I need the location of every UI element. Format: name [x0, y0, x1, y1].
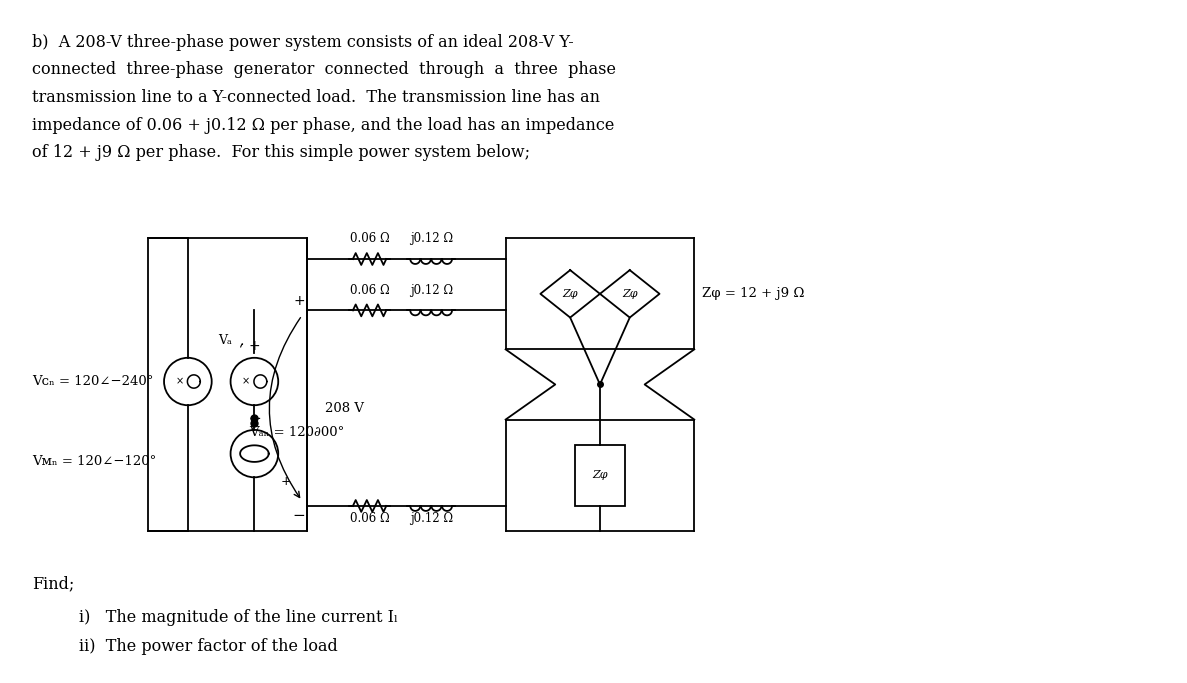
Text: Zφ: Zφ [592, 470, 608, 480]
Text: b)  A 208-V three-phase power system consists of an ideal 208-V Y-: b) A 208-V three-phase power system cons… [32, 33, 573, 51]
Text: Vᴄₙ = 120∠−240°: Vᴄₙ = 120∠−240° [32, 375, 153, 388]
Text: impedance of 0.06 + j0.12 Ω per phase, and the load has an impedance: impedance of 0.06 + j0.12 Ω per phase, a… [32, 117, 615, 134]
Bar [148, 238, 307, 531]
Text: Vₐ: Vₐ [217, 333, 231, 346]
Text: i)   The magnitude of the line current Iₗ: i) The magnitude of the line current Iₗ [78, 609, 398, 626]
Text: 208 V: 208 V [325, 402, 364, 415]
Text: ×: × [242, 376, 250, 387]
Text: ii)  The power factor of the load: ii) The power factor of the load [78, 639, 337, 655]
Text: Zφ: Zφ [563, 289, 578, 299]
Text: j0.12 Ω: j0.12 Ω [410, 512, 452, 525]
Text: of 12 + j9 Ω per phase.  For this simple power system below;: of 12 + j9 Ω per phase. For this simple … [32, 144, 531, 161]
Text: transmission line to a Y-connected load.  The transmission line has an: transmission line to a Y-connected load.… [32, 89, 599, 106]
Text: −: − [248, 411, 261, 426]
Text: −: − [293, 508, 305, 523]
Text: 0.06 Ω: 0.06 Ω [350, 512, 389, 525]
Text: Zφ = 12 + j9 Ω: Zφ = 12 + j9 Ω [703, 288, 805, 301]
FancyArrowPatch shape [241, 344, 242, 347]
Text: +: + [280, 475, 291, 488]
Text: j0.12 Ω: j0.12 Ω [410, 283, 452, 296]
Text: Zφ: Zφ [622, 289, 637, 299]
Bar [576, 445, 624, 505]
Text: Vₐₙ = 120∂00°: Vₐₙ = 120∂00° [249, 426, 344, 439]
Text: 0.06 Ω: 0.06 Ω [350, 232, 389, 245]
Text: ×: × [176, 376, 184, 387]
Text: +: + [293, 294, 305, 309]
Text: Find;: Find; [32, 575, 75, 592]
Text: Vᴍₙ = 120∠−120°: Vᴍₙ = 120∠−120° [32, 455, 157, 468]
Text: j0.12 Ω: j0.12 Ω [410, 232, 452, 245]
Text: connected  three-phase  generator  connected  through  a  three  phase: connected three-phase generator connecte… [32, 61, 616, 79]
Text: +: + [248, 339, 260, 353]
Text: 0.06 Ω: 0.06 Ω [350, 283, 389, 296]
FancyArrowPatch shape [269, 318, 300, 497]
